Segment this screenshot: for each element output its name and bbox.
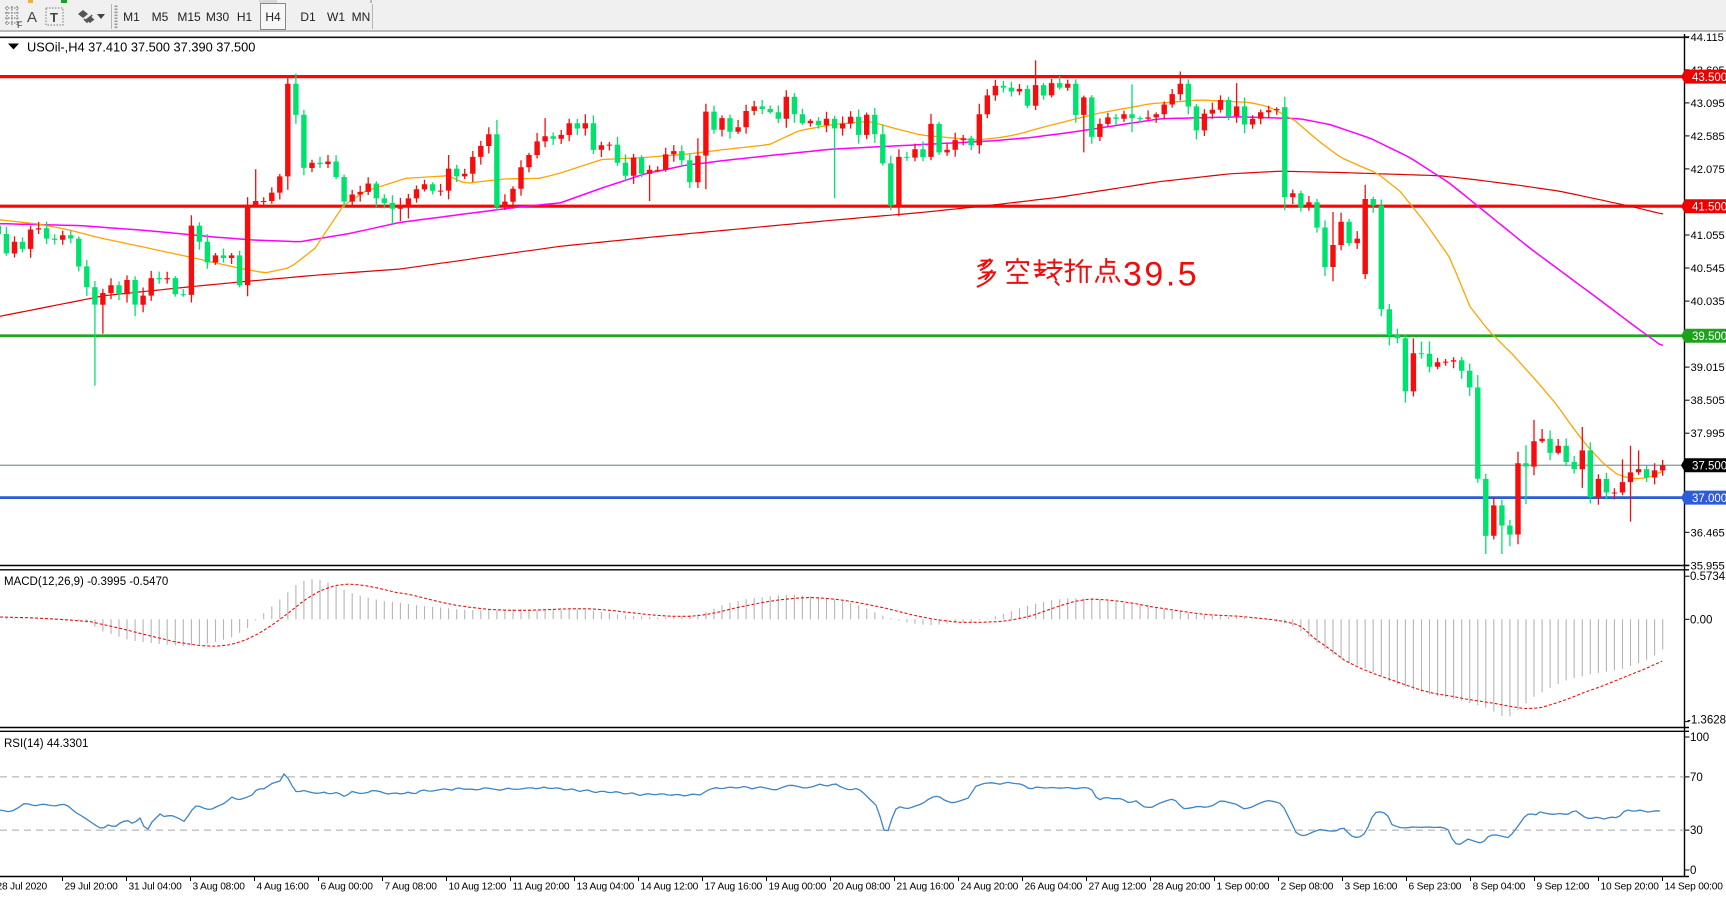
svg-text:37.500: 37.500	[1692, 461, 1726, 473]
svg-text:40.035: 40.035	[1691, 296, 1725, 308]
svg-text:M15: M15	[177, 10, 201, 24]
svg-text:10 Aug 12:00: 10 Aug 12:00	[449, 882, 507, 893]
svg-text:D1: D1	[300, 10, 316, 24]
svg-text:M5: M5	[152, 10, 169, 24]
svg-text:3 Sep 16:00: 3 Sep 16:00	[1345, 882, 1398, 893]
svg-text:M30: M30	[206, 10, 230, 24]
svg-text:37.000: 37.000	[1692, 493, 1726, 505]
svg-text:14 Sep 00:00: 14 Sep 00:00	[1665, 882, 1724, 893]
svg-text:F: F	[17, 20, 23, 30]
svg-text:20 Aug 08:00: 20 Aug 08:00	[833, 882, 891, 893]
svg-text:A: A	[27, 9, 37, 26]
svg-text:10 Sep 20:00: 10 Sep 20:00	[1601, 882, 1660, 893]
svg-text:6 Sep 23:00: 6 Sep 23:00	[1409, 882, 1462, 893]
svg-text:0: 0	[1690, 865, 1696, 877]
svg-text:30: 30	[1690, 825, 1703, 837]
svg-text:100: 100	[1690, 732, 1709, 744]
svg-text:3 Aug 08:00: 3 Aug 08:00	[193, 882, 246, 893]
svg-text:31 Jul 04:00: 31 Jul 04:00	[129, 882, 183, 893]
svg-text:29 Jul 20:00: 29 Jul 20:00	[65, 882, 119, 893]
svg-text:42.585: 42.585	[1691, 131, 1725, 143]
svg-text:14 Aug 12:00: 14 Aug 12:00	[641, 882, 699, 893]
svg-text:70: 70	[1690, 772, 1703, 784]
svg-text:39.015: 39.015	[1691, 362, 1725, 374]
svg-text:11 Aug 20:00: 11 Aug 20:00	[513, 882, 570, 893]
svg-text:0.5734: 0.5734	[1690, 571, 1726, 583]
svg-text:0.00: 0.00	[1690, 614, 1712, 626]
svg-text:-1.3628: -1.3628	[1687, 715, 1726, 727]
svg-text:6 Aug 00:00: 6 Aug 00:00	[321, 882, 374, 893]
svg-text:21 Aug 16:00: 21 Aug 16:00	[897, 882, 955, 893]
svg-text:M1: M1	[123, 10, 140, 24]
svg-text:19 Aug 00:00: 19 Aug 00:00	[769, 882, 827, 893]
svg-text:27 Aug 12:00: 27 Aug 12:00	[1089, 882, 1147, 893]
svg-text:37.995: 37.995	[1691, 428, 1725, 440]
svg-text:43.095: 43.095	[1691, 98, 1725, 110]
svg-text:7 Aug 08:00: 7 Aug 08:00	[385, 882, 438, 893]
svg-text:40.545: 40.545	[1691, 263, 1725, 275]
svg-text:28 Jul 2020: 28 Jul 2020	[0, 882, 48, 893]
svg-text:RSI(14) 44.3301: RSI(14) 44.3301	[4, 738, 88, 750]
svg-text:8 Sep 04:00: 8 Sep 04:00	[1473, 882, 1526, 893]
svg-text:24 Aug 20:00: 24 Aug 20:00	[961, 882, 1019, 893]
svg-text:28 Aug 20:00: 28 Aug 20:00	[1153, 882, 1211, 893]
svg-text:41.500: 41.500	[1692, 201, 1726, 213]
svg-text:35.955: 35.955	[1691, 560, 1725, 572]
svg-text:36.465: 36.465	[1691, 527, 1725, 539]
svg-text:39.5: 39.5	[1123, 256, 1199, 294]
svg-text:38.505: 38.505	[1691, 395, 1725, 407]
svg-text:T: T	[50, 10, 58, 25]
svg-text:MACD(12,26,9) -0.3995 -0.5470: MACD(12,26,9) -0.3995 -0.5470	[4, 576, 168, 588]
svg-text:17 Aug 16:00: 17 Aug 16:00	[705, 882, 763, 893]
svg-text:43.500: 43.500	[1692, 72, 1726, 84]
svg-text:H4: H4	[265, 10, 281, 24]
svg-text:USOil-,H4 37.410 37.500 37.39: USOil-,H4 37.410 37.500 37.390 37.500	[27, 40, 255, 55]
svg-text:42.075: 42.075	[1691, 164, 1725, 176]
svg-text:1 Sep 00:00: 1 Sep 00:00	[1217, 882, 1270, 893]
svg-text:2 Sep 08:00: 2 Sep 08:00	[1281, 882, 1334, 893]
svg-text:39.500: 39.500	[1692, 331, 1726, 343]
svg-text:MN: MN	[352, 10, 371, 24]
svg-text:9 Sep 12:00: 9 Sep 12:00	[1537, 882, 1590, 893]
svg-text:13 Aug 04:00: 13 Aug 04:00	[577, 882, 635, 893]
svg-text:4 Aug 16:00: 4 Aug 16:00	[257, 882, 310, 893]
svg-text:W1: W1	[327, 10, 345, 24]
svg-text:26 Aug 04:00: 26 Aug 04:00	[1025, 882, 1083, 893]
svg-text:44.115: 44.115	[1691, 32, 1724, 44]
svg-text:41.055: 41.055	[1691, 230, 1725, 242]
svg-text:H1: H1	[237, 10, 253, 24]
